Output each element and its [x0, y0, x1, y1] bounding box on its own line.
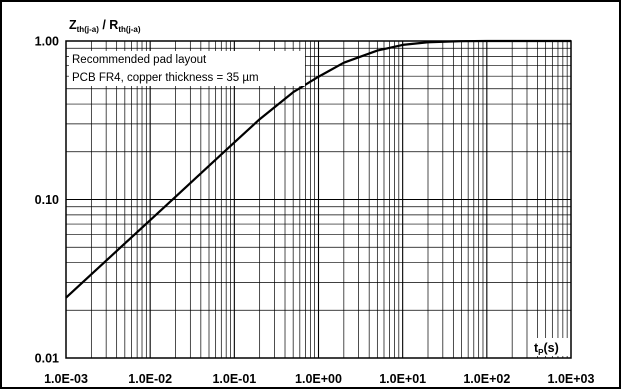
x-tick-label: 1.0E-03 — [44, 372, 88, 386]
y-label-main-2: R — [109, 18, 118, 32]
y-tick-label: 0.10 — [35, 193, 59, 207]
y-label-sub-2: th(j-a) — [118, 25, 141, 34]
annotation-line-2: PCB FR4, copper thickness = 35 µm — [72, 72, 259, 84]
x-axis-label: tP(s) — [534, 341, 559, 357]
y-tick-label: 0.01 — [35, 352, 59, 366]
x-label-unit: (s) — [544, 341, 559, 355]
x-tick-label: 1.0E+00 — [295, 372, 342, 386]
x-tick-label: 1.0E+03 — [548, 372, 595, 386]
series-layer — [65, 39, 571, 299]
x-tick-label: 1.0E+01 — [379, 372, 426, 386]
y-label-separator: / — [99, 18, 109, 32]
y-axis-label: Zth(j-a) / Rth(j-a) — [69, 18, 141, 34]
x-tick-label: 1.0E-01 — [212, 372, 256, 386]
annotation-box — [69, 51, 305, 86]
annotation-line-1: Recommended pad layout — [72, 54, 207, 66]
x-label-box — [532, 338, 569, 356]
y-label-main-1: Z — [69, 18, 77, 32]
x-label-sub: P — [538, 348, 544, 357]
y-label-sub-1: th(j-a) — [77, 25, 100, 34]
x-tick-labels: 1.0E-03 1.0E-02 1.0E-01 1.0E+00 1.0E+01 1.0E+… — [44, 372, 594, 386]
series-line-1 — [65, 39, 571, 299]
grid — [66, 41, 571, 358]
plot-area — [65, 40, 572, 359]
x-tick-label: 1.0E+02 — [463, 372, 510, 386]
y-tick-label: 1.00 — [35, 35, 59, 49]
x-label-main: t — [534, 341, 539, 355]
y-tick-labels: 0.01 0.10 1.00 — [35, 35, 59, 366]
x-tick-label: 1.0E-02 — [128, 372, 172, 386]
